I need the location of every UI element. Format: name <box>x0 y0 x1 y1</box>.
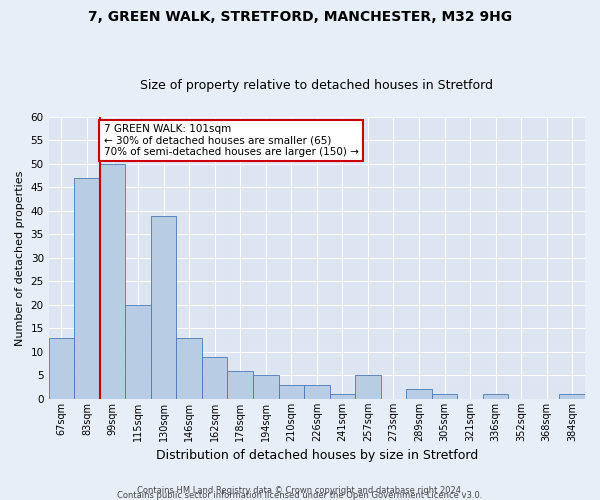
Bar <box>125 305 151 399</box>
Title: Size of property relative to detached houses in Stretford: Size of property relative to detached ho… <box>140 79 493 92</box>
Bar <box>559 394 585 399</box>
Bar <box>253 376 278 399</box>
Bar <box>100 164 125 399</box>
Bar <box>406 390 432 399</box>
Bar <box>176 338 202 399</box>
Bar <box>227 370 253 399</box>
Bar <box>278 385 304 399</box>
Y-axis label: Number of detached properties: Number of detached properties <box>15 170 25 346</box>
Bar <box>483 394 508 399</box>
Bar <box>74 178 100 399</box>
Text: Contains HM Land Registry data © Crown copyright and database right 2024.: Contains HM Land Registry data © Crown c… <box>137 486 463 495</box>
Bar <box>329 394 355 399</box>
Text: 7, GREEN WALK, STRETFORD, MANCHESTER, M32 9HG: 7, GREEN WALK, STRETFORD, MANCHESTER, M3… <box>88 10 512 24</box>
Bar <box>355 376 380 399</box>
Bar <box>432 394 457 399</box>
Bar <box>49 338 74 399</box>
Bar <box>151 216 176 399</box>
Bar <box>304 385 329 399</box>
Text: Contains public sector information licensed under the Open Government Licence v3: Contains public sector information licen… <box>118 491 482 500</box>
Bar <box>202 356 227 399</box>
Text: 7 GREEN WALK: 101sqm
← 30% of detached houses are smaller (65)
70% of semi-detac: 7 GREEN WALK: 101sqm ← 30% of detached h… <box>104 124 358 157</box>
X-axis label: Distribution of detached houses by size in Stretford: Distribution of detached houses by size … <box>156 450 478 462</box>
